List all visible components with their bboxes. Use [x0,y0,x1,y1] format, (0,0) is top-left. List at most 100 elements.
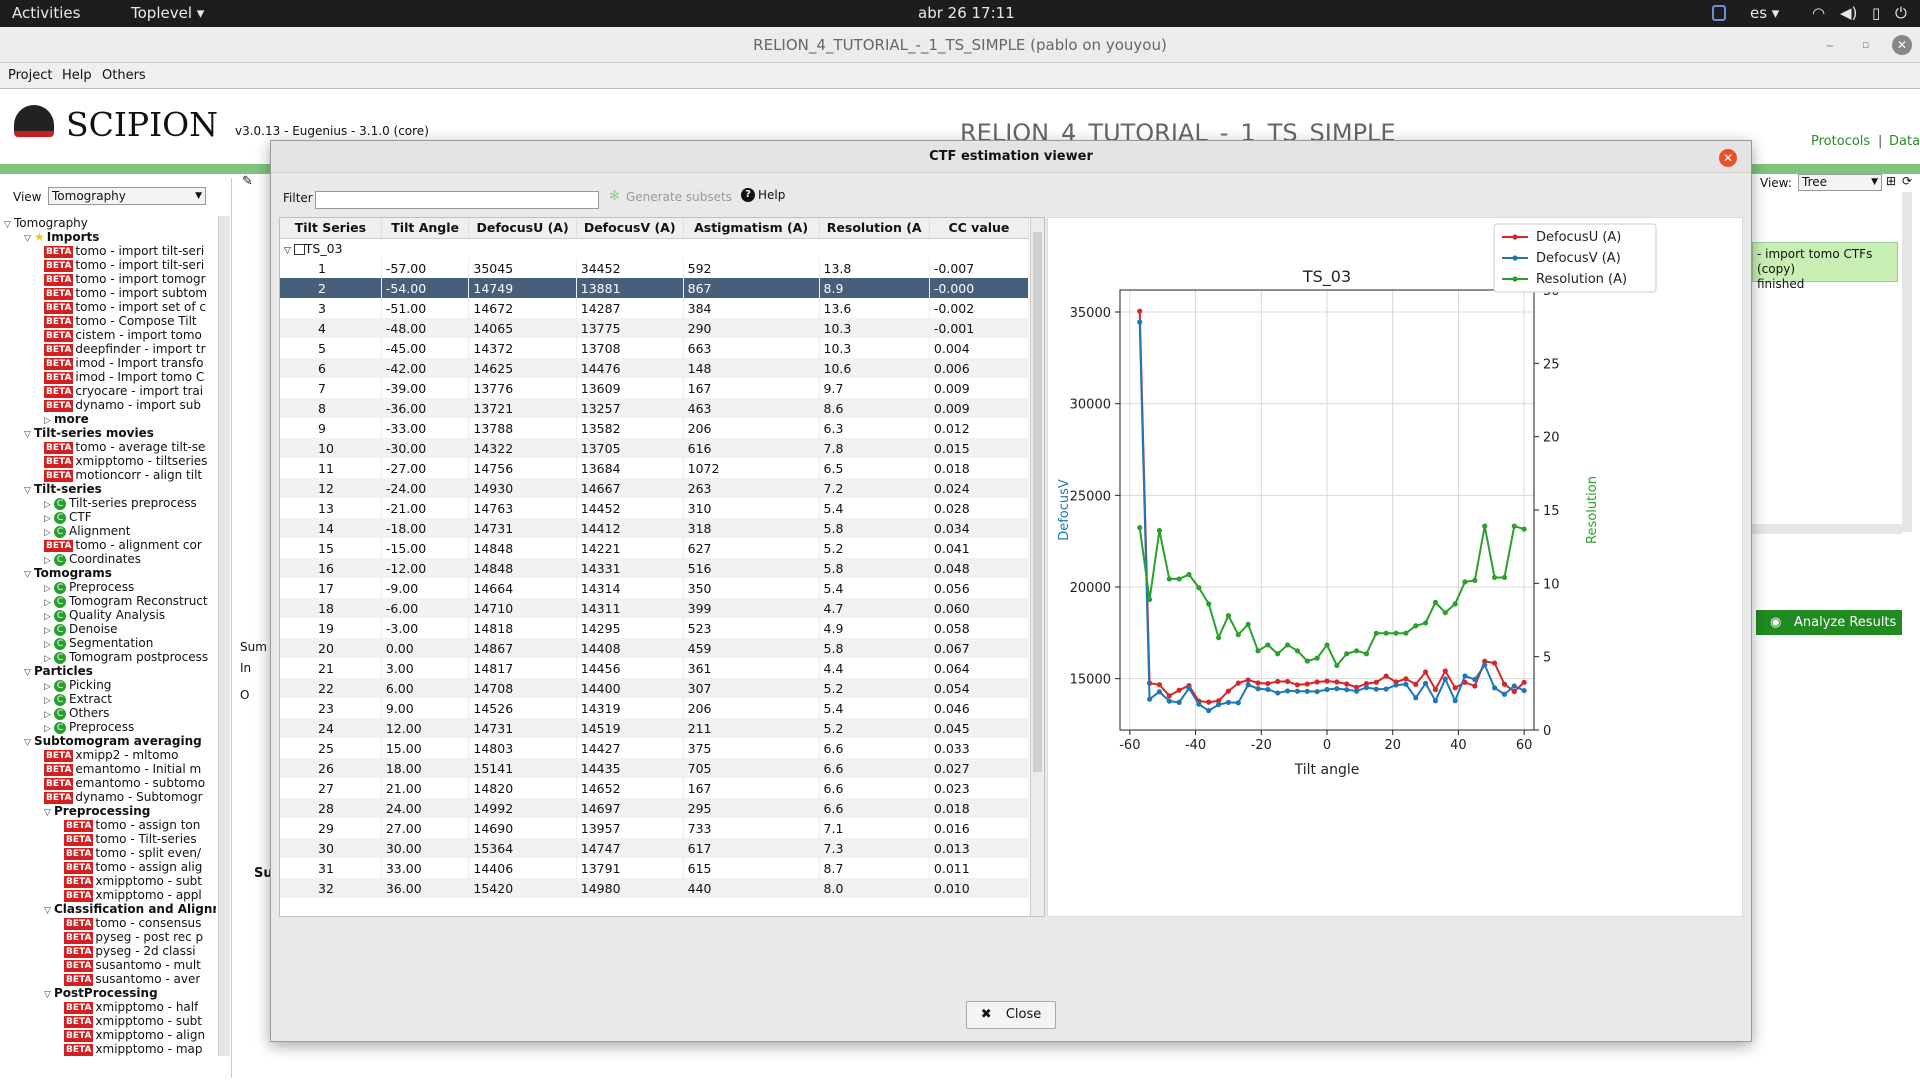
tree-item-category[interactable]: ▷ C Extract [44,692,112,706]
table-row[interactable]: 10 -30.00 14322 13705 616 7.8 0.015 [280,438,1030,458]
protocol-node[interactable]: - import tomo CTFs (copy) finished [1752,242,1898,291]
tree-item-category[interactable]: ▷ C Segmentation [44,636,153,650]
clock[interactable]: abr 26 17:11 [918,4,1015,22]
table-group-row[interactable]: ▽ TS_03 [280,238,1029,258]
tree-item-section[interactable]: ▽ Tilt-series [24,482,102,496]
tree-item-protocol[interactable]: BETA xmipptomo - tiltseries [44,454,207,468]
protocols-link[interactable]: Protocols [1811,134,1871,149]
edit-pencil-icon[interactable]: ✎ [242,174,253,189]
view-select[interactable]: Tomography ▼ [48,187,206,205]
expand-toggle-icon[interactable]: ▷ [44,696,51,706]
tree-item-protocol[interactable]: BETA xmipptomo - subt [64,1014,202,1028]
table-row[interactable]: 25 15.00 14803 14427 375 6.6 0.033 [280,738,1030,758]
volume-icon[interactable]: ◀) [1840,4,1858,22]
tree-item-protocol[interactable]: BETA tomo - import tilt-seri [44,244,204,258]
table-row[interactable]: 12 -24.00 14930 14667 263 7.2 0.024 [280,478,1030,498]
column-header[interactable]: CC value [929,218,1030,239]
tree-item-protocol[interactable]: BETA deepfinder - import tr [44,342,206,356]
expand-toggle-icon[interactable]: ▷ [44,724,51,734]
table-scrollbar[interactable] [1030,218,1044,916]
tree-item-section[interactable]: ▽ Tilt-series movies [24,426,154,440]
tree-item-protocol[interactable]: BETA xmipptomo - align [64,1028,205,1042]
table-row[interactable]: 9 -33.00 13788 13582 206 6.3 0.012 [280,418,1030,438]
group-checkbox[interactable] [293,243,305,255]
tree-item-protocol[interactable]: BETA tomo - import subtom [44,286,207,300]
table-row[interactable]: 31 33.00 14406 13791 615 8.7 0.011 [280,858,1030,878]
expand-toggle-icon[interactable]: ▽ [44,990,51,1000]
tree-item-category[interactable]: ▷ C Preprocess [44,580,134,594]
tree-item-category[interactable]: ▷ C Tomogram postprocess [44,650,208,664]
activities-button[interactable]: Activities [12,4,81,22]
tree-item-protocol[interactable]: BETA xmipp2 - mltomo [44,748,178,762]
expand-toggle-icon[interactable]: ▷ [44,640,51,650]
tree-item-protocol[interactable]: BETA susantomo - mult [64,958,201,972]
refresh-icon[interactable]: ⟳ [1902,174,1913,188]
tree-item-section[interactable]: ▷ more [44,412,89,426]
expand-toggle-icon[interactable]: ▷ [44,584,51,594]
power-icon[interactable]: ⏻ [1895,4,1907,22]
help-icon[interactable]: ? [741,188,755,202]
tree-item-section[interactable]: ▽ Classification and Alignm [44,902,216,916]
table-row[interactable]: 7 -39.00 13776 13609 167 9.7 0.009 [280,378,1030,398]
table-row[interactable]: 26 18.00 15141 14435 705 6.6 0.027 [280,758,1030,778]
expand-toggle-icon[interactable]: ▷ [44,626,51,636]
tree-item-category[interactable]: ▷ C CTF [44,510,92,524]
table-row[interactable]: 24 12.00 14731 14519 211 5.2 0.045 [280,718,1030,738]
output-section[interactable]: O [240,688,250,702]
table-row[interactable]: 3 -51.00 14672 14287 384 13.6 -0.002 [280,298,1030,318]
expand-toggle-icon[interactable]: ▽ [24,430,31,440]
tree-item-category[interactable]: ▷ C Others [44,706,109,720]
analyze-results-button[interactable]: ◉ Analyze Results [1756,610,1902,635]
tree-item-protocol[interactable]: BETA pyseg - 2d classi [64,944,196,958]
close-button[interactable]: ✖ Close [966,1001,1056,1029]
table-row[interactable]: 13 -21.00 14763 14452 310 5.4 0.028 [280,498,1030,518]
column-header[interactable]: Resolution (A [819,218,930,239]
input-section[interactable]: In [240,661,252,675]
language-selector[interactable]: es ▾ [1750,4,1780,22]
table-row[interactable]: 28 24.00 14992 14697 295 6.6 0.018 [280,798,1030,818]
tree-item-section[interactable]: ▽ ★ Imports [24,230,99,244]
generate-subsets-button[interactable]: Generate subsets [626,190,732,204]
tree-item-section[interactable]: ▽ Preprocessing [44,804,150,818]
tree-item-section[interactable]: ▽ Subtomogram averaging [24,734,202,748]
expand-toggle-icon[interactable]: ▷ [44,682,51,692]
table-row[interactable]: 19 -3.00 14818 14295 523 4.9 0.058 [280,618,1030,638]
summary-tab[interactable]: Sum [240,640,267,654]
maximize-icon[interactable]: ▫ [1862,38,1870,51]
expand-toggle-icon[interactable]: ▷ [44,500,51,510]
table-row[interactable]: 18 -6.00 14710 14311 399 4.7 0.060 [280,598,1030,618]
tree-item-category[interactable]: ▷ C Tilt-series preprocess [44,496,197,510]
tree-item-section[interactable]: ▽ Tomography [4,216,88,230]
expand-toggle-icon[interactable]: ▽ [44,808,51,818]
tree-item-protocol[interactable]: BETA tomo - import tomogr [44,272,206,286]
expand-toggle-icon[interactable]: ▽ [44,906,51,916]
collapse-toggle-icon[interactable]: ▽ [284,245,294,256]
column-header[interactable]: DefocusV (A) [576,218,684,239]
expand-toggle-icon[interactable]: ▽ [24,234,31,244]
graph-hscrollbar[interactable] [1752,524,1902,534]
tree-item-protocol[interactable]: BETA xmipptomo - half [64,1000,198,1014]
expand-toggle-icon[interactable]: ▽ [4,220,11,230]
expand-toggle-icon[interactable]: ▷ [44,710,51,720]
expand-toggle-icon[interactable]: ▷ [44,612,51,622]
table-row[interactable]: 11 -27.00 14756 13684 1072 6.5 0.018 [280,458,1030,478]
table-scroll-thumb[interactable] [1033,232,1042,772]
shield-icon[interactable] [1712,5,1726,21]
table-row[interactable]: 4 -48.00 14065 13775 290 10.3 -0.001 [280,318,1030,338]
table-row[interactable]: 32 36.00 15420 14980 440 8.0 0.010 [280,878,1030,898]
table-row[interactable]: 23 9.00 14526 14319 206 5.4 0.046 [280,698,1030,718]
tree-item-protocol[interactable]: BETA tomo - import tilt-seri [44,258,204,272]
expand-toggle-icon[interactable]: ▷ [44,654,51,664]
tree-item-protocol[interactable]: BETA emantomo - Initial m [44,762,201,776]
column-header[interactable]: Tilt Series [280,218,382,239]
menu-others[interactable]: Others [102,68,146,83]
minimize-icon[interactable]: – [1826,36,1834,54]
tree-item-protocol[interactable]: BETA xmipptomo - appl [64,888,202,902]
graph-view-select[interactable]: Tree ▼ [1798,174,1882,191]
tree-item-protocol[interactable]: BETA motioncorr - align tilt [44,468,202,482]
tree-item-category[interactable]: ▷ C Tomogram Reconstruct [44,594,208,608]
menu-project[interactable]: Project [8,68,53,83]
tree-item-category[interactable]: ▷ C Preprocess [44,720,134,734]
tree-item-protocol[interactable]: BETA dynamo - import sub [44,398,201,412]
filter-input[interactable] [315,191,599,209]
